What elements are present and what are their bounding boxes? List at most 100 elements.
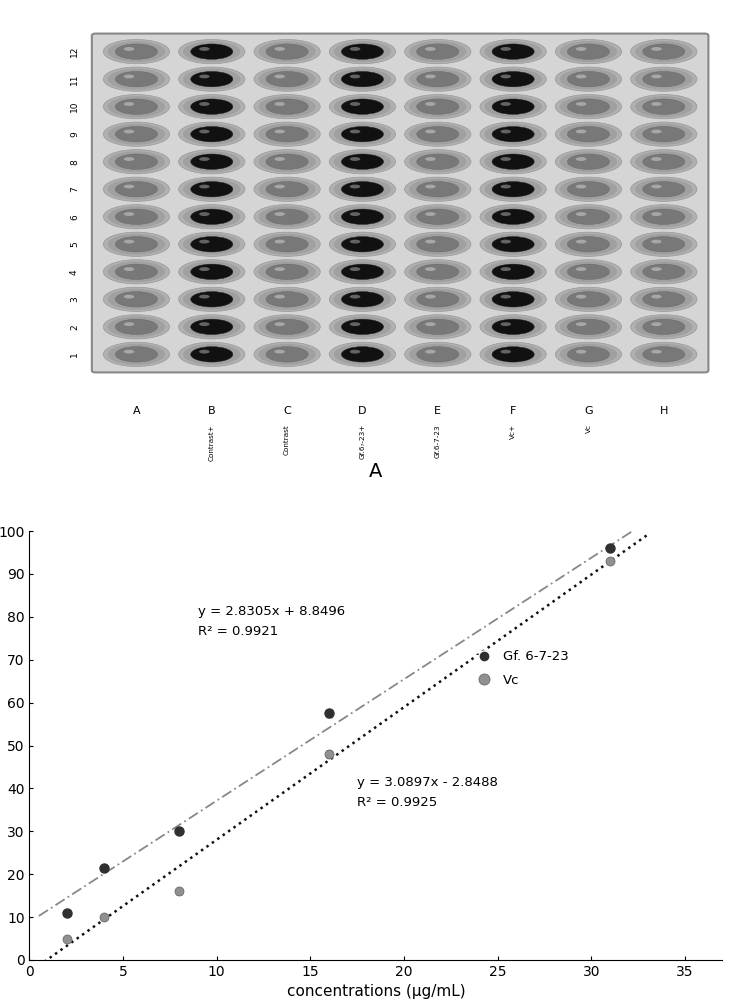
- Ellipse shape: [484, 316, 542, 337]
- Text: 7: 7: [70, 186, 79, 192]
- Ellipse shape: [259, 261, 315, 282]
- Ellipse shape: [274, 267, 285, 271]
- Ellipse shape: [341, 347, 383, 362]
- Ellipse shape: [652, 130, 662, 133]
- Ellipse shape: [409, 344, 467, 365]
- Ellipse shape: [199, 212, 209, 216]
- Ellipse shape: [103, 67, 170, 91]
- Ellipse shape: [555, 287, 621, 311]
- Ellipse shape: [567, 264, 609, 280]
- Ellipse shape: [124, 212, 134, 216]
- Ellipse shape: [635, 316, 693, 337]
- Ellipse shape: [480, 205, 546, 229]
- Ellipse shape: [576, 75, 587, 78]
- Ellipse shape: [643, 71, 685, 87]
- Ellipse shape: [643, 44, 685, 59]
- Ellipse shape: [103, 95, 170, 119]
- Text: Gf.6-7-23: Gf.6-7-23: [435, 424, 441, 458]
- Ellipse shape: [259, 344, 315, 365]
- Ellipse shape: [480, 122, 546, 146]
- Text: 12: 12: [70, 46, 79, 57]
- Ellipse shape: [103, 122, 170, 146]
- Text: Gf.6₇-23+: Gf.6₇-23+: [360, 424, 366, 459]
- Ellipse shape: [259, 96, 315, 117]
- Ellipse shape: [254, 205, 321, 229]
- Ellipse shape: [115, 209, 158, 224]
- Ellipse shape: [567, 71, 609, 87]
- Ellipse shape: [115, 154, 158, 169]
- Ellipse shape: [405, 40, 471, 64]
- Ellipse shape: [178, 287, 245, 311]
- Text: G: G: [584, 406, 593, 416]
- Ellipse shape: [191, 209, 233, 224]
- Ellipse shape: [254, 122, 321, 146]
- Ellipse shape: [259, 151, 315, 172]
- Ellipse shape: [329, 122, 396, 146]
- Ellipse shape: [266, 44, 308, 59]
- Ellipse shape: [329, 95, 396, 119]
- Ellipse shape: [409, 124, 467, 145]
- Ellipse shape: [259, 289, 315, 310]
- Ellipse shape: [274, 185, 285, 188]
- Ellipse shape: [484, 41, 542, 62]
- Text: H: H: [660, 406, 668, 416]
- Ellipse shape: [178, 260, 245, 284]
- Ellipse shape: [560, 151, 617, 172]
- Ellipse shape: [652, 185, 662, 188]
- Ellipse shape: [560, 316, 617, 337]
- Ellipse shape: [567, 99, 609, 114]
- Ellipse shape: [416, 237, 459, 252]
- Ellipse shape: [500, 130, 511, 133]
- Ellipse shape: [425, 157, 436, 161]
- Ellipse shape: [576, 130, 587, 133]
- Ellipse shape: [341, 99, 383, 114]
- Ellipse shape: [274, 47, 285, 51]
- Ellipse shape: [124, 295, 134, 299]
- Ellipse shape: [567, 237, 609, 252]
- Ellipse shape: [652, 267, 662, 271]
- Ellipse shape: [329, 315, 396, 339]
- Ellipse shape: [334, 151, 391, 172]
- Ellipse shape: [350, 322, 360, 326]
- Ellipse shape: [341, 182, 383, 197]
- Ellipse shape: [178, 177, 245, 201]
- Ellipse shape: [266, 154, 308, 169]
- Ellipse shape: [480, 232, 546, 256]
- Ellipse shape: [341, 126, 383, 142]
- Ellipse shape: [183, 151, 240, 172]
- Ellipse shape: [635, 179, 693, 200]
- Ellipse shape: [274, 295, 285, 299]
- Ellipse shape: [350, 102, 360, 106]
- Ellipse shape: [191, 44, 233, 59]
- Ellipse shape: [576, 350, 587, 354]
- Ellipse shape: [409, 316, 467, 337]
- Ellipse shape: [500, 157, 511, 161]
- Ellipse shape: [334, 261, 391, 282]
- Ellipse shape: [635, 261, 693, 282]
- Ellipse shape: [631, 40, 697, 64]
- Ellipse shape: [329, 260, 396, 284]
- Text: 4: 4: [70, 269, 79, 275]
- Ellipse shape: [480, 67, 546, 91]
- Ellipse shape: [567, 154, 609, 169]
- Ellipse shape: [576, 322, 587, 326]
- Ellipse shape: [274, 75, 285, 78]
- Ellipse shape: [500, 295, 511, 299]
- Ellipse shape: [555, 67, 621, 91]
- Ellipse shape: [480, 287, 546, 311]
- Ellipse shape: [191, 319, 233, 335]
- Text: D: D: [358, 406, 367, 416]
- Ellipse shape: [341, 154, 383, 169]
- Ellipse shape: [576, 295, 587, 299]
- Ellipse shape: [555, 315, 621, 339]
- Ellipse shape: [492, 292, 534, 307]
- Ellipse shape: [103, 40, 170, 64]
- Legend: Gf. 6-7-23, Vc: Gf. 6-7-23, Vc: [466, 645, 573, 692]
- Ellipse shape: [484, 234, 542, 255]
- Ellipse shape: [555, 232, 621, 256]
- Ellipse shape: [555, 122, 621, 146]
- Ellipse shape: [635, 289, 693, 310]
- Ellipse shape: [103, 260, 170, 284]
- Ellipse shape: [567, 182, 609, 197]
- Ellipse shape: [500, 102, 511, 106]
